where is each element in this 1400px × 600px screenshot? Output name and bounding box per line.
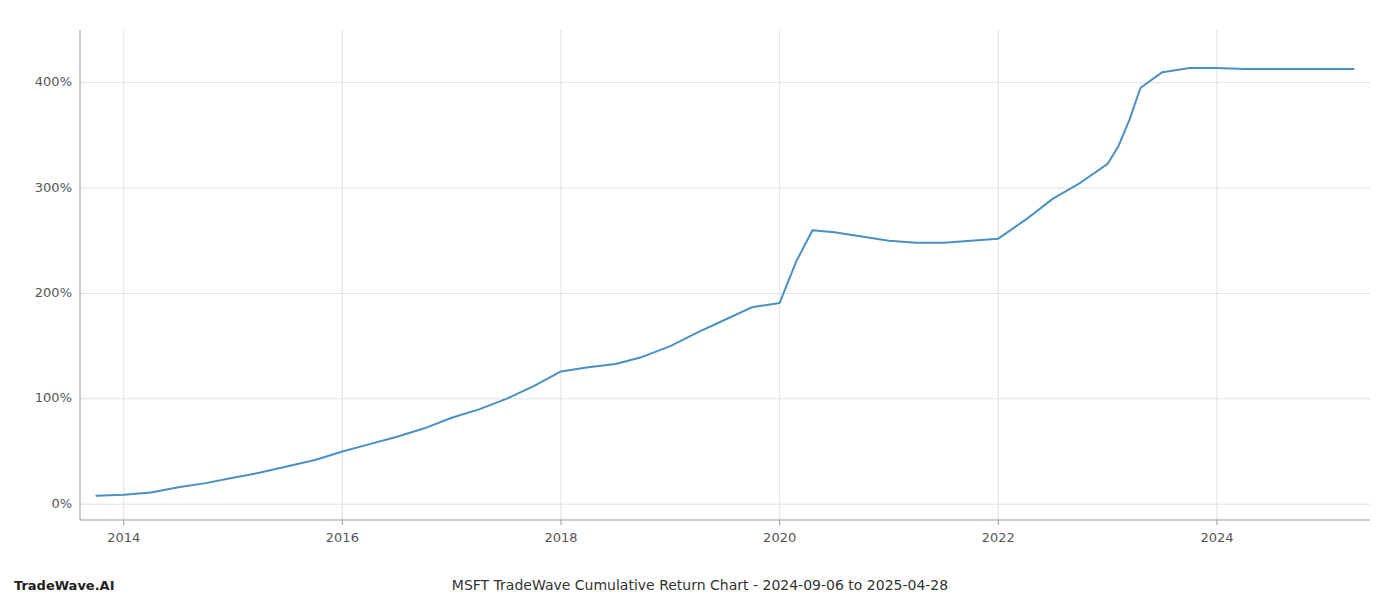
y-tick-label: 300%: [35, 180, 72, 195]
grid-line-y: [80, 398, 1370, 399]
line: [96, 68, 1353, 496]
x-tick: [1216, 520, 1217, 525]
x-tick: [123, 520, 124, 525]
grid: [80, 30, 1370, 520]
y-tick-label: 200%: [35, 285, 72, 300]
x-tick: [342, 520, 343, 525]
title: MSFT TradeWave Cumulative Return Chart -…: [452, 577, 948, 593]
grid-line-x: [998, 30, 999, 520]
grid-line-y: [80, 188, 1370, 189]
grid-line-x: [123, 30, 124, 520]
background: [0, 0, 1400, 600]
grid-line-x: [1216, 30, 1217, 520]
x-tick: [779, 520, 780, 525]
grid-line-x: [561, 30, 562, 520]
x-tick-label: 2014: [107, 530, 140, 545]
x-tick-label: 2018: [544, 530, 577, 545]
watermark: TradeWave.AI: [14, 578, 115, 593]
y-axis-line: [80, 30, 81, 520]
x-tick: [561, 520, 562, 525]
x-tick-label: 2016: [326, 530, 359, 545]
x-tick: [998, 520, 999, 525]
x-axis-line: [80, 520, 1370, 521]
grid-line-x: [779, 30, 780, 520]
chart-svg: 0%100%200%300%400%2014201620182020202220…: [0, 0, 1400, 600]
series-group: [96, 68, 1353, 496]
grid-line-x: [342, 30, 343, 520]
grid-line-y: [80, 82, 1370, 83]
x-tick-label: 2024: [1200, 530, 1233, 545]
y-tick-label: 100%: [35, 390, 72, 405]
y-tick-label: 0%: [51, 496, 72, 511]
y-axis: 0% 100% 200% 300% 400%: [35, 30, 80, 520]
chart-container: 0%100%200%300%400%2014201620182020202220…: [0, 0, 1400, 600]
grid-line-y: [80, 504, 1370, 505]
x-tick-label: 2022: [982, 530, 1015, 545]
x-axis: 2014 2016 2018 2020 2022 2024: [80, 520, 1370, 545]
y-tick-label: 400%: [35, 74, 72, 89]
x-tick-label: 2020: [763, 530, 796, 545]
grid-line-y: [80, 293, 1370, 294]
